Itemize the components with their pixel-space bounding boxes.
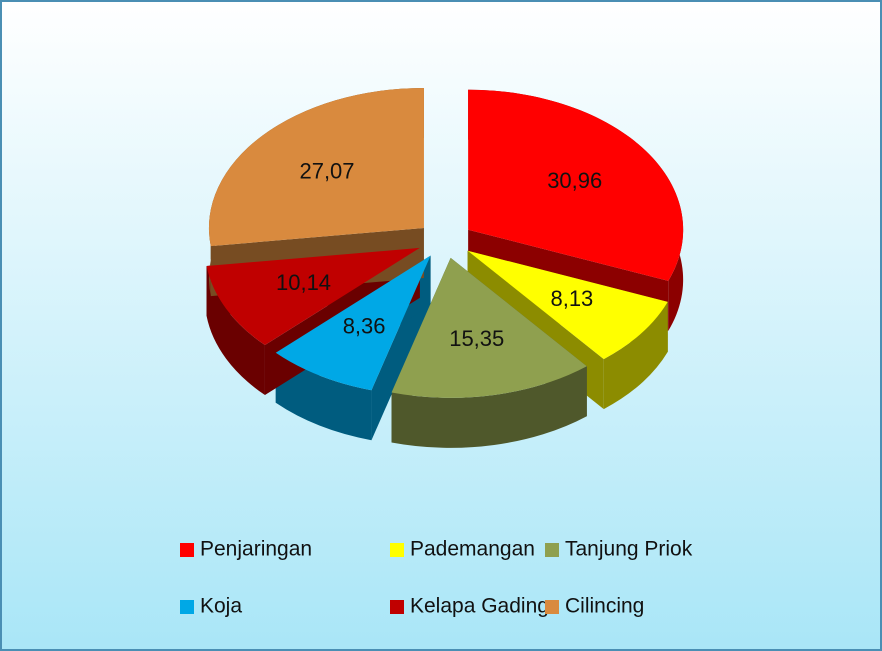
legend-swatch <box>390 543 404 557</box>
slice-wall <box>275 352 372 441</box>
slice <box>206 247 420 346</box>
tops <box>206 87 684 398</box>
legend-swatch <box>390 600 404 614</box>
slice-wall <box>603 301 668 410</box>
legend-swatch <box>545 543 559 557</box>
legend-label: Tanjung Priok <box>565 538 693 561</box>
legend-swatch <box>180 543 194 557</box>
legend-label: Pademangan <box>410 538 535 561</box>
slice <box>275 255 431 391</box>
data-label: 15,35 <box>449 326 504 351</box>
slice <box>468 89 684 281</box>
slice <box>208 87 424 247</box>
data-label: 8,13 <box>550 286 593 311</box>
legend-label: Koja <box>200 595 242 618</box>
slice-wall <box>206 266 265 396</box>
slice <box>391 257 587 398</box>
data-label: 10,14 <box>276 270 331 295</box>
data-label: 8,36 <box>343 313 386 338</box>
legend: Penjaringan Pademangan Tanjung Priok Koja Ke… <box>180 538 693 618</box>
labels: 30,96 8,13 15,35 8,36 10,14 27,07 <box>276 158 602 351</box>
data-label: 30,96 <box>547 168 602 193</box>
legend-swatch <box>545 600 559 614</box>
legend-label: Penjaringan <box>200 538 312 561</box>
slice-wall <box>391 366 587 448</box>
legend-swatch <box>180 600 194 614</box>
slice <box>467 250 668 360</box>
legend-label: Cilincing <box>565 595 644 618</box>
data-label: 27,07 <box>299 158 354 183</box>
legend-label: Kelapa Gading <box>410 595 549 618</box>
